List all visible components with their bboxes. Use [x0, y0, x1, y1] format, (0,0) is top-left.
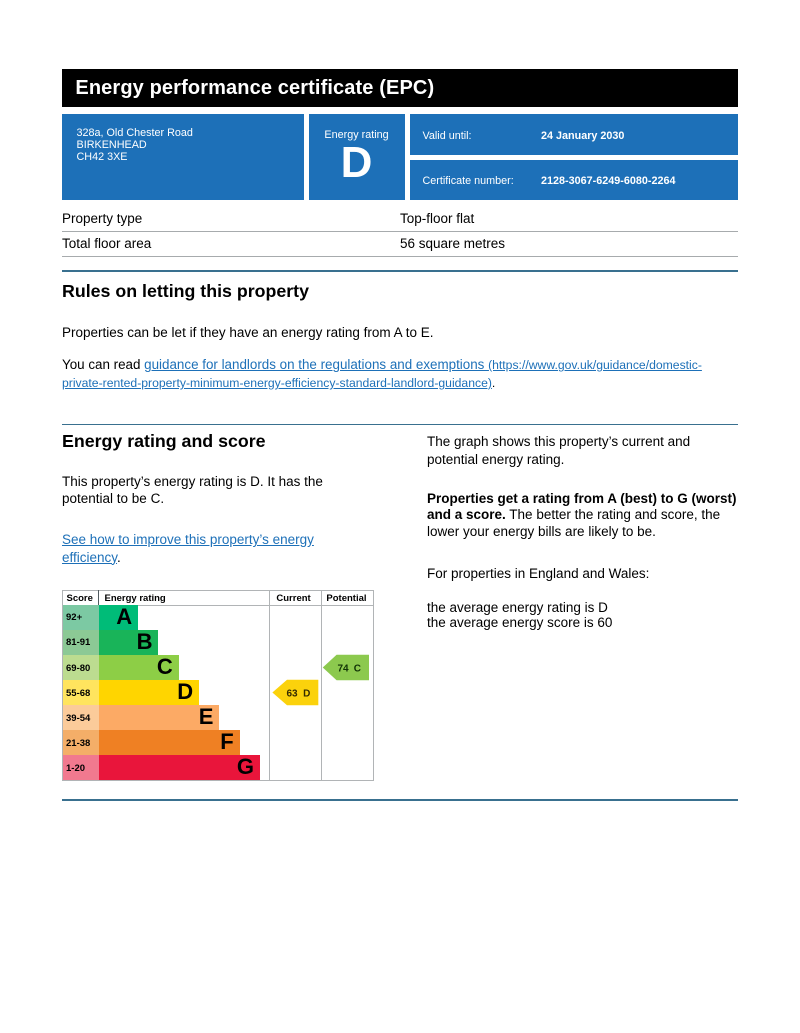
svg-text:D: D — [303, 688, 310, 699]
svg-text:C: C — [354, 663, 361, 674]
svg-text:63: 63 — [287, 688, 299, 699]
svg-text:74: 74 — [338, 663, 350, 674]
